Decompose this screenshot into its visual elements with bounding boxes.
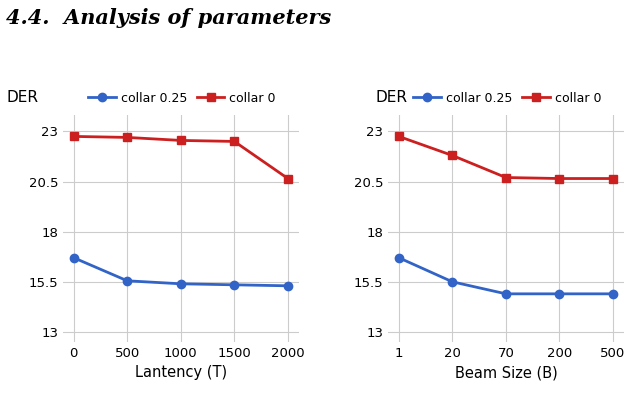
Text: 4.4.  Analysis of parameters: 4.4. Analysis of parameters — [6, 8, 331, 28]
Legend: collar 0.25, collar 0: collar 0.25, collar 0 — [88, 91, 276, 105]
X-axis label: Beam Size (B): Beam Size (B) — [454, 365, 558, 380]
X-axis label: Lantency (T): Lantency (T) — [135, 365, 227, 380]
Text: DER: DER — [6, 90, 38, 105]
Text: DER: DER — [375, 90, 408, 105]
Legend: collar 0.25, collar 0: collar 0.25, collar 0 — [413, 91, 601, 105]
